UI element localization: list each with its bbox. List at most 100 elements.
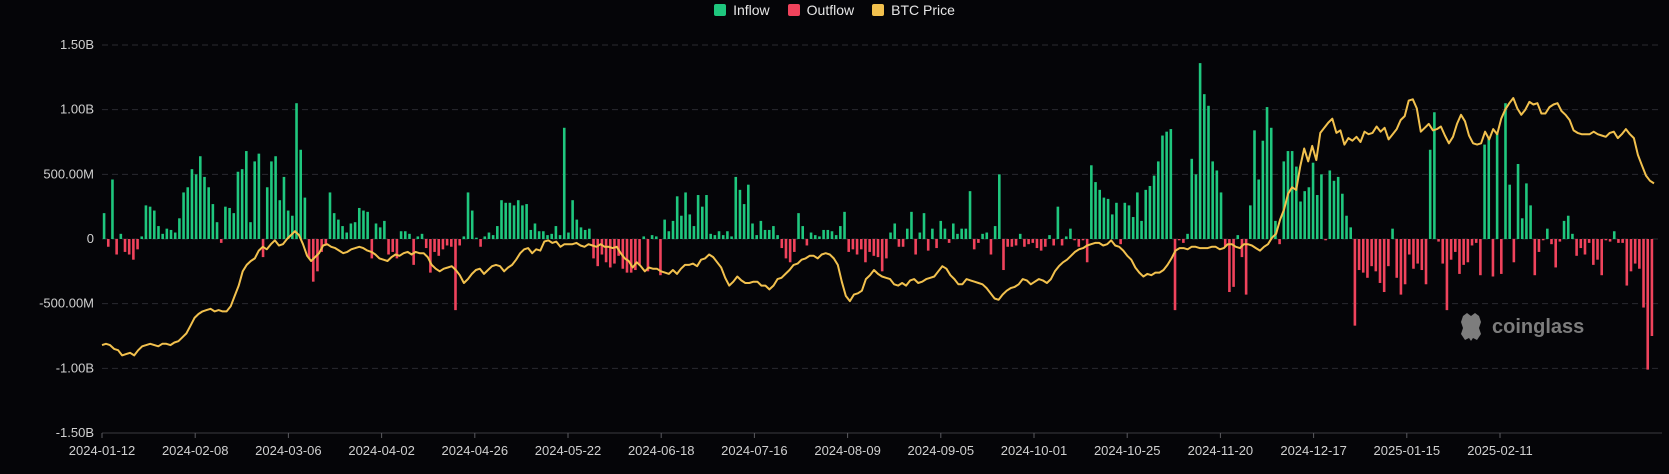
inflow-bar: [1483, 144, 1486, 239]
inflow-bar: [713, 235, 717, 239]
outflow-bar: [136, 239, 139, 250]
inflow-bar: [893, 223, 897, 239]
inflow-bar: [1148, 185, 1152, 239]
inflow-bar: [366, 211, 369, 239]
outflow-bar: [1650, 239, 1654, 336]
inflow-bar: [1391, 228, 1394, 239]
outflow-bar: [784, 239, 788, 259]
outflow-bar: [1441, 239, 1445, 264]
outflow-bar: [625, 239, 629, 273]
outflow-bar: [885, 239, 888, 259]
outflow-bar: [1077, 239, 1081, 247]
outflow-bar: [1223, 239, 1227, 247]
inflow-bar: [554, 226, 558, 239]
outflow-bar: [596, 239, 600, 267]
outflow-bar: [1182, 239, 1185, 243]
legend-item-btc-price[interactable]: BTC Price: [872, 2, 955, 18]
inflow-bar: [558, 235, 562, 239]
outflow-bar: [387, 239, 390, 255]
inflow-bar: [270, 161, 273, 239]
outflow-bar: [1466, 239, 1470, 263]
inflow-bar: [705, 195, 708, 239]
inflow-bar: [1299, 201, 1302, 239]
outflow-bar: [1353, 239, 1357, 326]
inflow-bar: [1253, 130, 1256, 239]
inflow-bar: [650, 235, 654, 239]
inflow-bar: [1106, 198, 1110, 239]
outflow-bar: [1387, 239, 1390, 267]
inflow-bar: [905, 228, 909, 239]
legend: Inflow Outflow BTC Price: [0, 2, 1669, 18]
inflow-bar: [562, 127, 566, 239]
inflow-bar: [759, 220, 763, 239]
inflow-bar: [278, 200, 282, 239]
inflow-bar: [337, 219, 340, 239]
outflow-bar: [592, 239, 595, 259]
inflow-bar: [1207, 105, 1210, 239]
outflow-bar: [1462, 239, 1465, 265]
inflow-bar: [910, 211, 913, 239]
y-tick-label: -1.00B: [56, 360, 94, 375]
inflow-bar: [583, 229, 587, 239]
inflow-bar: [1269, 127, 1273, 239]
outflow-bar: [1361, 239, 1365, 273]
outflow-bar: [1244, 239, 1248, 295]
inflow-bar: [767, 229, 771, 239]
outflow-bar: [1646, 239, 1650, 370]
inflow-swatch: [714, 4, 727, 16]
inflow-bar: [1169, 129, 1173, 239]
inflow-bar: [1307, 187, 1311, 239]
legend-item-outflow[interactable]: Outflow: [787, 2, 854, 18]
outflow-bar: [127, 239, 131, 255]
inflow-bar: [466, 192, 470, 239]
inflow-bar: [211, 204, 215, 239]
inflow-bar: [1190, 158, 1194, 239]
inflow-bar: [834, 235, 838, 239]
inflow-bar: [199, 156, 202, 239]
inflow-bar: [173, 232, 177, 239]
outflow-bar: [805, 239, 809, 246]
outflow-bar: [1592, 239, 1595, 265]
inflow-bar: [809, 232, 813, 239]
outflow-bar: [1073, 239, 1076, 241]
inflow-bar: [1566, 215, 1570, 239]
outflow-bar: [604, 239, 608, 263]
outflow-bar: [1278, 239, 1281, 245]
inflow-bar: [399, 231, 403, 239]
legend-item-inflow[interactable]: Inflow: [714, 2, 770, 18]
inflow-bar: [152, 210, 156, 239]
outflow-swatch: [787, 4, 800, 16]
inflow-bar: [1516, 163, 1520, 239]
outflow-bar: [617, 239, 620, 256]
inflow-bar: [245, 151, 248, 239]
inflow-bar: [1202, 94, 1206, 239]
outflow-bar: [1085, 239, 1089, 263]
legend-label-btc-price: BTC Price: [891, 2, 955, 18]
inflow-bar: [224, 206, 227, 239]
outflow-bar: [1604, 239, 1608, 241]
inflow-bar: [1311, 162, 1315, 239]
inflow-bar: [813, 235, 817, 239]
inflow-bar: [1048, 235, 1051, 239]
inflow-bar: [1328, 170, 1332, 239]
y-tick-label: 500.00M: [43, 166, 94, 181]
inflow-bar: [742, 204, 746, 239]
inflow-bar: [567, 232, 570, 239]
x-tick-label: 2024-10-01: [1001, 443, 1068, 458]
outflow-bar: [1642, 239, 1645, 308]
inflow-bar: [826, 229, 830, 239]
inflow-bar: [420, 233, 424, 239]
outflow-bar: [1600, 239, 1604, 276]
outflow-bar: [621, 239, 625, 269]
outflow-bar: [1173, 239, 1177, 311]
inflow-bar: [207, 187, 210, 239]
inflow-bar: [1261, 140, 1265, 239]
inflow-bar: [684, 192, 687, 239]
inflow-bar: [1612, 231, 1616, 239]
outflow-bar: [646, 239, 650, 272]
inflow-bar: [416, 236, 420, 239]
outflow-bar: [793, 239, 796, 252]
inflow-bar: [282, 176, 286, 239]
inflow-bar: [939, 220, 943, 239]
outflow-bar: [437, 239, 441, 256]
